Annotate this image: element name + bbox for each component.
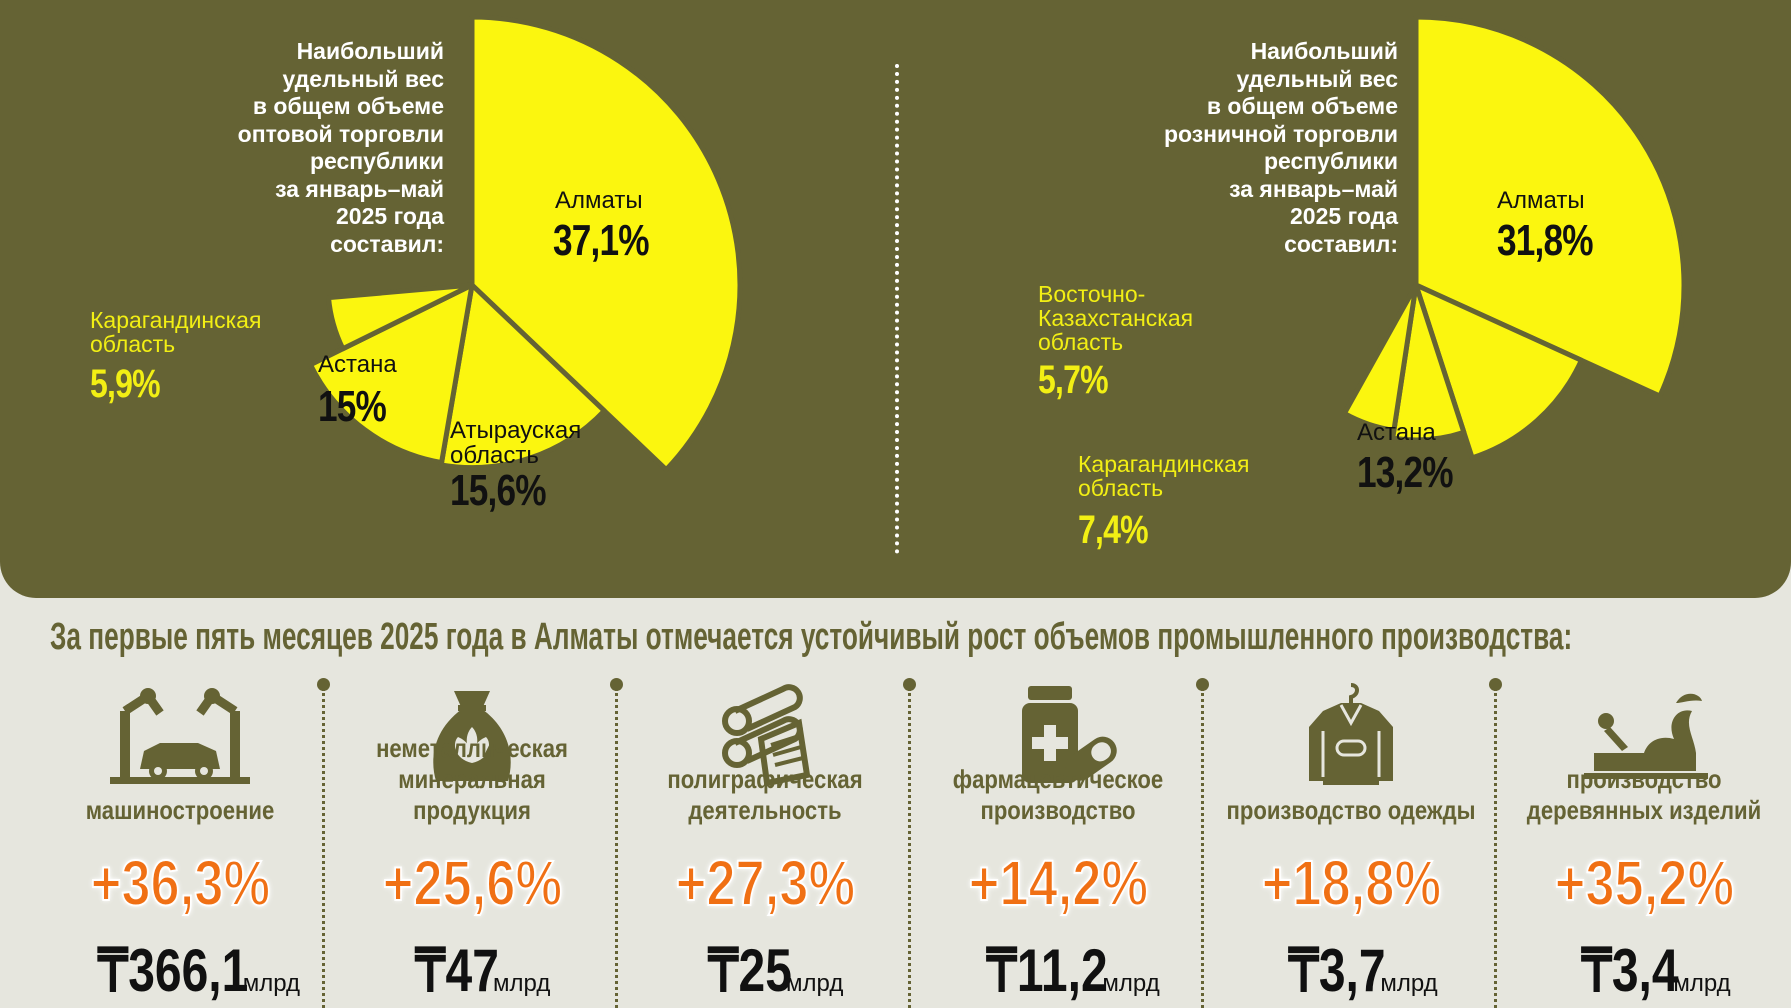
industry-amount: ₸25 млрд (620, 936, 910, 1006)
industry-name: неметаллическая минеральная продукция (376, 733, 568, 825)
pie-slice-0-3 (326, 282, 475, 352)
jacket-hanger-icon (1206, 681, 1496, 791)
industry-name: производство деревянных изделий (1526, 764, 1762, 825)
wholesale-slice-name-astana: Астана (318, 351, 397, 378)
industry-growth: +27,3% (620, 846, 910, 920)
industry-headline: За первые пять месяцев 2025 года в Алмат… (50, 616, 1573, 658)
retail-slice-name-karaganda: Карагандинская область (1078, 451, 1250, 501)
industry-amount: ₸11,2 млрд (913, 936, 1203, 1006)
printing-rolls-icon (620, 681, 910, 791)
industry-name: полиграфическая деятельность (667, 764, 863, 825)
industry-amount: ₸3,4 млрд (1499, 936, 1789, 1006)
retail-slice-name-almaty: Алматы (1497, 187, 1585, 214)
industry-amount-unit: млрд (242, 970, 301, 997)
wholesale-slice-value-karaganda: 5,9% (90, 362, 161, 406)
industry-card: производство одежды +18,8% ₸3,7 млрд (1206, 676, 1496, 1008)
industry-growth-value: +27,3% (674, 846, 855, 920)
industry-name: фармацевтическое производство (952, 764, 1164, 825)
column-separator (317, 678, 330, 1008)
industry-amount-value: ₸3,7 (1288, 937, 1386, 1004)
industry-name: машиностроение (85, 795, 275, 825)
industry-growth: +36,3% (35, 846, 325, 920)
pie-slice-1-1 (1413, 282, 1584, 461)
wood-plane-icon (1499, 681, 1789, 791)
industry-growth-value: +35,2% (1553, 846, 1734, 920)
industry-amount-unit: млрд (1102, 970, 1160, 997)
wholesale-slice-name-karaganda: Карагандинская область (90, 307, 262, 357)
column-separator (1489, 678, 1502, 1008)
industry-name: производство одежды (1226, 795, 1476, 825)
industry-amount: ₸366,1 млрд (35, 936, 325, 1006)
pie-slice-1-3 (1341, 282, 1419, 433)
industry-amount-unit: млрд (786, 970, 844, 997)
retail-intro-text: Наибольший удельный вес в общем объеме р… (1163, 38, 1398, 257)
retail-slice-value-east-kazakhstan: 5,7% (1038, 358, 1109, 402)
industry-card: машиностроение +36,3% ₸366,1 млрд (35, 676, 325, 1008)
pie-slice-0-2 (307, 282, 475, 466)
industry-growth: +14,2% (913, 846, 1203, 920)
industry-card: неметаллическая минеральная продукция +2… (327, 676, 617, 1008)
pie-divider (895, 64, 899, 554)
pie-slice-1-0 (1413, 14, 1687, 399)
retail-slice-value-almaty: 31,8% (1497, 216, 1594, 265)
mineral-sack-icon (327, 681, 617, 791)
industry-amount-unit: млрд (1380, 970, 1438, 997)
industry-amount: ₸3,7 млрд (1206, 936, 1496, 1006)
industry-amount-value: ₸47 (414, 937, 499, 1004)
wholesale-slice-value-astana: 15% (318, 382, 387, 431)
robot-arm-car-icon (35, 681, 325, 791)
pie-slice-0-1 (438, 282, 607, 471)
wholesale-slice-value-atyrau: 15,6% (450, 466, 547, 515)
industry-card: производство деревянных изделий +35,2% ₸… (1499, 676, 1789, 1008)
industry-amount-value: ₸25 (707, 937, 792, 1004)
industry-amount-unit: млрд (493, 970, 551, 997)
retail-slice-value-karaganda: 7,4% (1078, 508, 1149, 552)
industry-amount-unit: млрд (1673, 970, 1731, 997)
wholesale-slice-name-almaty: Алматы (555, 187, 643, 214)
wholesale-slice-name-atyrau: Атырауская область (450, 417, 582, 469)
industry-growth: +35,2% (1499, 846, 1789, 920)
industry-amount-value: ₸11,2 (986, 937, 1108, 1004)
industry-growth-value: +14,2% (967, 846, 1148, 920)
industry-growth: +25,6% (327, 846, 617, 920)
industry-growth-value: +36,3% (89, 846, 270, 920)
column-separator (610, 678, 623, 1008)
industry-growth: +18,8% (1206, 846, 1496, 920)
column-separator (903, 678, 916, 1008)
medicine-bottle-pill-icon (913, 681, 1203, 791)
industry-card: полиграфическая деятельность +27,3% ₸25 … (620, 676, 910, 1008)
industry-amount: ₸47 млрд (327, 936, 617, 1006)
industry-amount-value: ₸3,4 (1581, 937, 1679, 1004)
pie-charts-svg (307, 14, 1687, 473)
industry-growth-value: +18,8% (1260, 846, 1441, 920)
wholesale-slice-value-almaty: 37,1% (553, 216, 650, 265)
column-separator (1196, 678, 1209, 1008)
industry-card: фармацевтическое производство +14,2% ₸11… (913, 676, 1203, 1008)
industry-growth-value: +25,6% (381, 846, 562, 920)
wholesale-intro-text: Наибольший удельный вес в общем объеме о… (237, 38, 444, 257)
retail-slice-value-astana: 13,2% (1357, 448, 1454, 497)
retail-slice-name-astana: Астана (1357, 419, 1436, 446)
retail-slice-name-east-kazakhstan: Восточно- Казахстанская область (1038, 281, 1194, 355)
industry-amount-value: ₸366,1 (97, 937, 249, 1004)
pie-slice-0-0 (469, 14, 743, 473)
